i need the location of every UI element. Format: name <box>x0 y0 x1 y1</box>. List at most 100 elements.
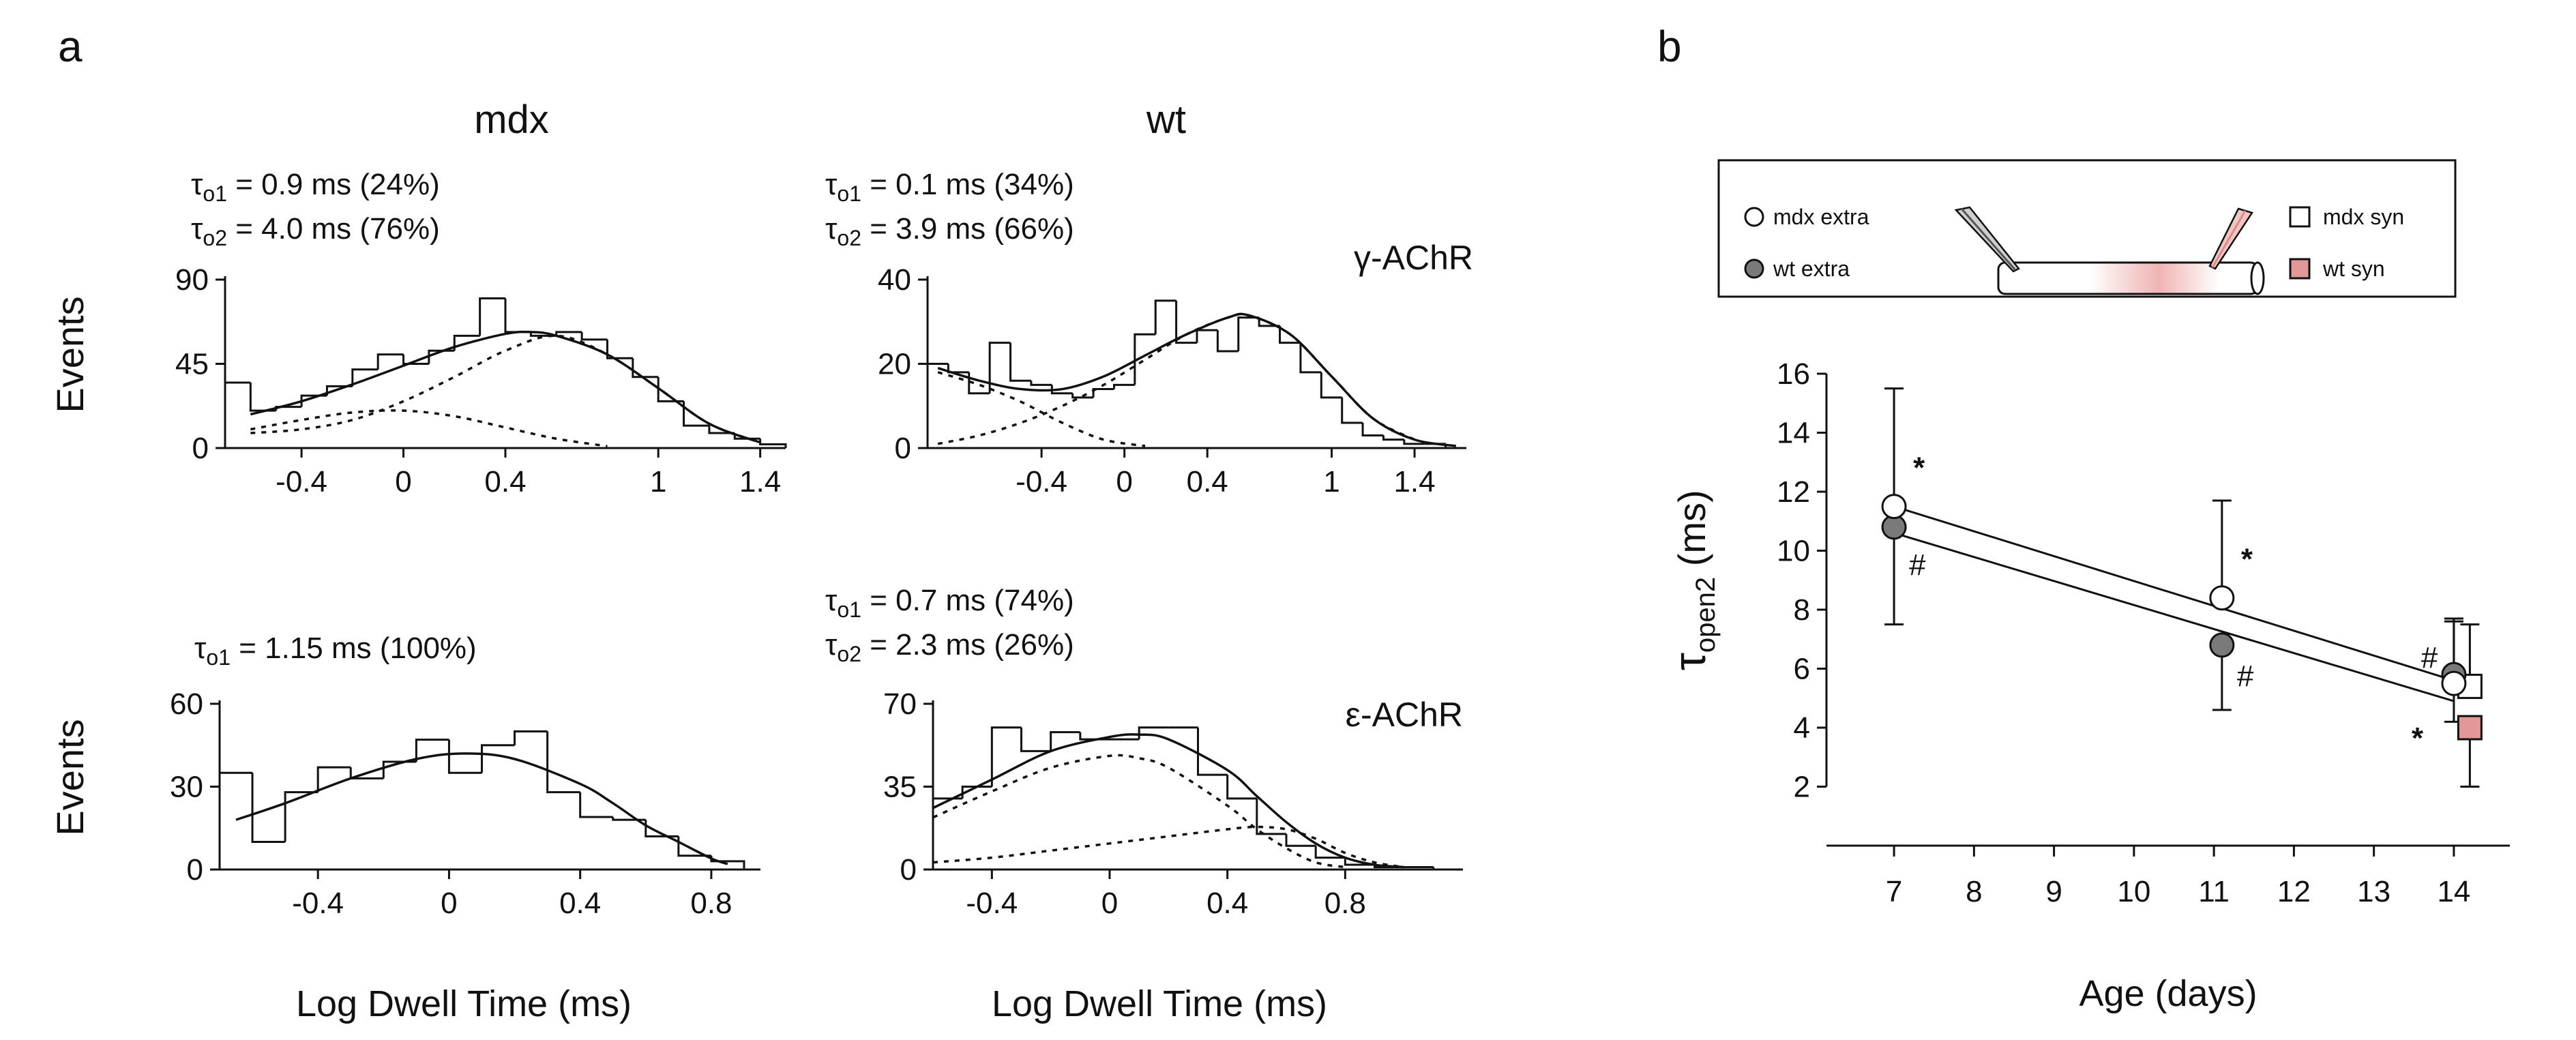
x-tick-label: 1 <box>650 465 666 499</box>
histogram-bin <box>932 797 963 870</box>
legend-box: mdx extra wt extra mdx syn wt syn <box>1717 159 2457 298</box>
histogram-bin <box>683 401 709 427</box>
tau-label: τo2 = 3.9 ms (66%) <box>825 212 1074 250</box>
histogram-bin <box>224 381 251 448</box>
histogram-bin <box>1237 316 1260 351</box>
histogram-mdx-epsilon: τo1 = 1.15 ms (100%) 0 30 60 -0.4 0 0.4 0.8 <box>170 632 760 920</box>
point-mdx-extra <box>1881 494 1907 520</box>
histogram-bin <box>1050 731 1080 752</box>
histogram-bin <box>218 771 253 870</box>
histogram-bin <box>1403 439 1425 445</box>
x-tick-label: 0.4 <box>484 465 526 499</box>
events-label-bottom: Events <box>48 719 91 835</box>
histogram-bin <box>479 297 505 336</box>
significance-marker: # <box>2237 659 2254 693</box>
x-tick-label: 0 <box>1116 465 1132 499</box>
histogram-bin <box>249 382 276 412</box>
x-tick-label: -0.4 <box>276 465 327 499</box>
histogram-bin <box>1285 833 1316 847</box>
y-tick-label: 20 <box>878 348 911 381</box>
histogram-bin <box>514 730 548 745</box>
fit-curve-component <box>250 409 608 447</box>
x-tick-label: 0.4 <box>1187 465 1228 499</box>
fit-curve-sum <box>932 733 1404 869</box>
histogram-bin <box>612 817 646 821</box>
histogram-bin <box>1256 798 1286 835</box>
x-tick-label: 0 <box>441 887 457 920</box>
legend-marker-mdx-syn <box>2289 206 2311 228</box>
receptor-label-epsilon: ε-AChR <box>1346 696 1463 734</box>
y-tick-label: 0 <box>895 432 911 465</box>
histogram-bin <box>1071 393 1094 399</box>
tau-label: τo1 = 0.1 ms (34%) <box>825 168 1074 206</box>
y-tick-label: 30 <box>170 771 203 804</box>
x-tick-label: 0 <box>1101 887 1118 920</box>
legend-marker-mdx-extra <box>1744 207 1764 227</box>
histogram-bin <box>546 731 580 794</box>
histogram-bin <box>415 739 449 762</box>
x-label-mdx: Log Dwell Time (ms) <box>296 983 632 1024</box>
fit-curve-component <box>932 825 1404 869</box>
histogram-bin <box>1279 325 1301 344</box>
y-tick-label: 12 <box>1777 475 1810 509</box>
y-tick-label: 40 <box>878 263 911 297</box>
histogram-bin <box>1030 381 1052 386</box>
histogram-bin <box>606 339 633 359</box>
histogram-bin <box>988 342 1011 393</box>
histogram-bin <box>1009 342 1031 382</box>
x-tick-label: 10 <box>2117 875 2150 908</box>
regression-line <box>1893 505 2455 682</box>
fit-curve-component <box>250 334 761 444</box>
legend-label-wt-syn: wt syn <box>2322 256 2385 281</box>
y-tick-label: 8 <box>1794 593 1810 627</box>
point-mdx-extra <box>2441 670 2467 696</box>
histogram-bin <box>1226 775 1257 800</box>
legend-label-wt-extra: wt extra <box>1773 256 1850 281</box>
y-tick-label: 4 <box>1794 711 1810 745</box>
histogram-bin <box>632 358 659 378</box>
significance-marker: # <box>2421 641 2438 674</box>
point-wt-syn <box>2457 715 2483 741</box>
histogram-bin <box>1175 300 1197 344</box>
y-axis-label: τopen2 (ms) <box>1664 490 1721 670</box>
x-tick-label: 13 <box>2357 875 2390 908</box>
significance-marker: * <box>2241 543 2253 576</box>
fit-curve-sum <box>235 752 728 865</box>
legend-marker-wt-syn <box>2289 258 2311 280</box>
histogram-bin <box>579 792 613 818</box>
point-wt-extra <box>2209 632 2235 658</box>
y-tick-label: 0 <box>192 432 209 465</box>
y-tick-label: 2 <box>1794 771 1810 804</box>
x-tick-label: 11 <box>2198 875 2230 908</box>
column-title-wt: wt <box>1146 98 1186 142</box>
x-tick-label: 1.4 <box>1393 465 1435 499</box>
histogram-wt-gamma: τo1 = 0.1 ms (34%) τo2 = 3.9 ms (66%) 0 20 4… <box>825 168 1466 499</box>
histogram-bin <box>1344 857 1375 866</box>
histogram-bin <box>1432 867 1463 871</box>
histogram-bin <box>1092 388 1114 398</box>
y-tick-label: 70 <box>883 687 917 721</box>
histogram-mdx-gamma: τo1 = 0.9 ms (24%) τo2 = 4.0 ms (76%) 0 45 9… <box>175 168 787 499</box>
histogram-bin <box>580 331 608 341</box>
y-tick-label: 45 <box>175 348 209 381</box>
panel-label-a: a <box>58 22 83 71</box>
histogram-bin <box>1154 299 1176 335</box>
x-tick-label: 0.4 <box>559 887 601 920</box>
muscle-fiber-illustration <box>1954 206 2265 295</box>
regression-line <box>1893 532 2455 702</box>
histogram-bin <box>947 363 969 374</box>
histogram-bin <box>1112 383 1135 389</box>
x-tick-label: 14 <box>2437 875 2470 908</box>
x-tick-label: 0.8 <box>1324 887 1366 920</box>
x-tick-label: -0.4 <box>966 887 1018 920</box>
events-label-top: Events <box>48 296 91 413</box>
y-tick-label: 0 <box>900 853 917 887</box>
histogram-bin <box>759 439 787 448</box>
panel-label-b: b <box>1657 22 1682 71</box>
fit-curve-component <box>932 754 1346 869</box>
legend-label-mdx-syn: mdx syn <box>2323 205 2404 229</box>
histogram-bin <box>428 349 455 364</box>
y-tick-label: 6 <box>1794 653 1810 686</box>
x-tick-label: 0 <box>395 465 411 499</box>
